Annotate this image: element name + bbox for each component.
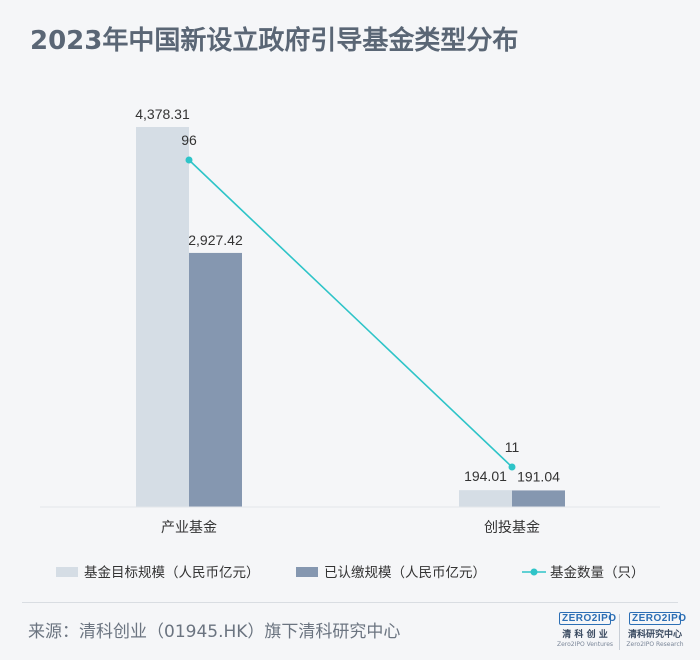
logo-en: Zero2IPO Research <box>626 641 684 648</box>
legend-swatch <box>296 567 318 577</box>
labels-layer: 4,378.31 2,927.42 194.01 191.04 96 11 <box>135 106 560 484</box>
bar <box>459 490 512 507</box>
bar-value-label: 2,927.42 <box>188 232 243 248</box>
logo-separator <box>619 614 620 650</box>
bars-layer <box>136 127 565 507</box>
legend-label: 基金数量（只） <box>550 564 645 581</box>
count-point <box>508 463 516 471</box>
logo-cn: 清科研究中心 <box>627 630 682 640</box>
chart-title: 2023年中国新设立政府引导基金类型分布 <box>30 26 519 56</box>
logo-mark: ZERO2IPO <box>559 612 616 625</box>
legend-swatch <box>56 567 78 577</box>
bar-value-label: 194.01 <box>464 468 507 484</box>
count-value-label: 96 <box>181 132 197 148</box>
bar-value-label: 4,378.31 <box>135 106 190 122</box>
zero2ipo-ventures-logo: ZERO2IPO 清 科 创 业 Zero2IPO Ventures <box>553 612 617 652</box>
source-note: 来源：清科创业（01945.HK）旗下清科研究中心 <box>28 622 401 642</box>
bar <box>189 252 242 507</box>
logo-mark: ZERO2IPO <box>629 612 686 625</box>
footer-divider <box>22 602 678 603</box>
legend-marker <box>530 568 538 576</box>
logo-cn: 清 科 创 业 <box>562 630 608 640</box>
count-value-label: 11 <box>505 439 520 455</box>
legend-label: 已认缴规模（人民币亿元） <box>324 565 486 581</box>
zero2ipo-research-logo: ZERO2IPO 清科研究中心 Zero2IPO Research <box>623 612 687 652</box>
legend-label: 基金目标规模（人民币亿元） <box>84 564 260 581</box>
chart-canvas: 4,378.31 2,927.42 194.01 191.04 96 11 产业基金 创投基… <box>40 106 660 581</box>
bar <box>512 490 565 507</box>
line-layer <box>185 156 516 471</box>
x-axis: 产业基金 创投基金 <box>40 506 660 536</box>
x-tick-label: 创投基金 <box>484 519 540 536</box>
count-series-line <box>188 159 513 468</box>
legend: 基金目标规模（人民币亿元） 已认缴规模（人民币亿元） 基金数量（只） <box>56 564 645 581</box>
bar <box>136 127 189 507</box>
logo-en: Zero2IPO Ventures <box>556 641 614 648</box>
count-point <box>185 156 193 164</box>
x-tick-label: 产业基金 <box>161 519 217 536</box>
bar-value-label: 191.04 <box>517 468 560 484</box>
